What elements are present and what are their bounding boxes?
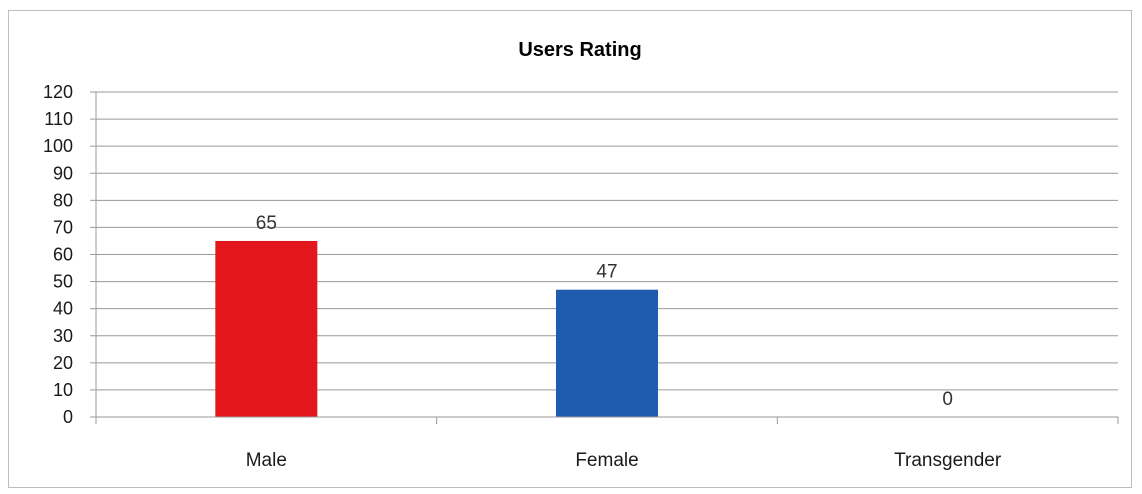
data-labels: 65 47 0 xyxy=(256,213,953,410)
chart-title: Users Rating xyxy=(518,39,641,61)
data-label: 0 xyxy=(942,389,953,410)
data-label: 47 xyxy=(596,262,617,283)
bar-female xyxy=(556,289,658,417)
y-axis: 0 10 20 30 40 50 60 70 80 90 100 110 120 xyxy=(43,82,97,427)
y-tick-label: 20 xyxy=(53,353,73,373)
y-tick-label: 30 xyxy=(53,326,73,346)
y-tick-label: 0 xyxy=(63,407,73,427)
bars xyxy=(215,240,658,417)
x-category-label: Female xyxy=(575,450,638,471)
x-axis: Male Female Transgender xyxy=(95,416,1119,471)
y-tick-label: 120 xyxy=(43,82,73,102)
y-tick-label: 80 xyxy=(53,190,73,210)
x-category-label: Male xyxy=(246,450,287,471)
y-tick-label: 90 xyxy=(53,163,73,183)
y-tick-label: 60 xyxy=(53,245,73,265)
y-tick-label: 100 xyxy=(43,136,73,156)
y-tick-label: 40 xyxy=(53,299,73,319)
y-tick-label: 70 xyxy=(53,217,73,237)
y-tick-label: 50 xyxy=(53,272,73,292)
x-category-label: Transgender xyxy=(894,450,1002,471)
data-label: 65 xyxy=(256,213,277,234)
y-tick-label: 10 xyxy=(53,380,73,400)
bar-male xyxy=(215,240,318,417)
y-tick-label: 110 xyxy=(44,109,73,129)
